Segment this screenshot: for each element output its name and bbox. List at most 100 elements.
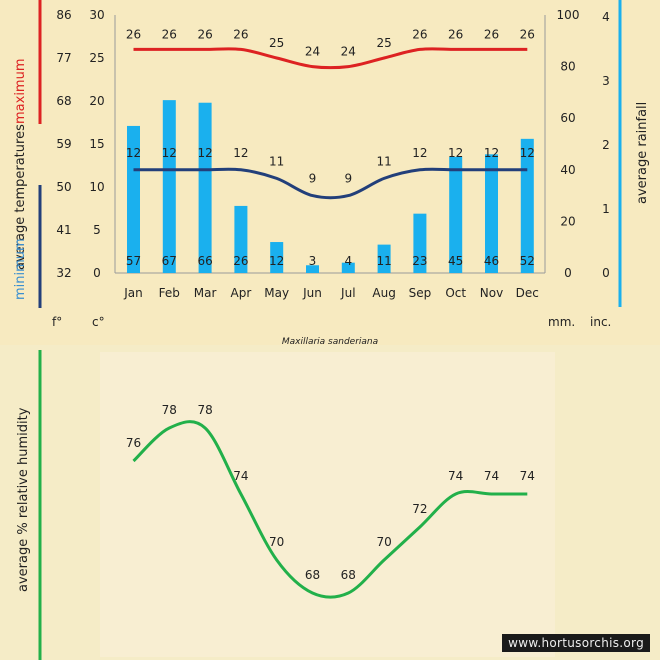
- min-temperature-label: 12: [520, 146, 535, 160]
- min-temperature-label: 12: [484, 146, 499, 160]
- max-temperature-label: 25: [269, 36, 284, 50]
- humidity-line: [132, 420, 528, 599]
- humidity-data-label: 78: [162, 403, 177, 417]
- rainfall-bar: [127, 125, 140, 273]
- month-tick-label: Aug: [372, 286, 395, 300]
- max-temperature-label: 24: [305, 45, 320, 59]
- rainfall-bar: [413, 213, 427, 273]
- celsius-tick-label: 15: [89, 137, 104, 151]
- rainfall-bar: [198, 102, 212, 273]
- min-temperature-label: 12: [197, 146, 212, 160]
- rainfall-bar: [520, 138, 534, 273]
- unit-fahrenheit: f°: [52, 315, 62, 329]
- inch-tick-label: 2: [602, 138, 610, 152]
- rainfall-bar: [341, 262, 355, 273]
- rainfall-data-label: 46: [484, 254, 499, 268]
- rainfall-axis-label: average rainfall: [635, 102, 650, 204]
- month-tick-label: Jul: [340, 286, 355, 300]
- max-axis-label: maximum: [13, 58, 28, 124]
- min-axis-label: minimum: [13, 238, 28, 300]
- fahrenheit-tick-label: 68: [56, 94, 71, 108]
- humidity-data-label: 68: [305, 568, 320, 582]
- fahrenheit-tick-label: 41: [56, 223, 71, 237]
- rainfall-data-label: 66: [197, 254, 212, 268]
- month-tick-label: Jun: [302, 286, 322, 300]
- mm-tick-label: 100: [557, 8, 580, 22]
- max-temperature-label: 25: [376, 36, 391, 50]
- mm-tick-label: 0: [564, 266, 572, 280]
- humidity-data-label: 76: [126, 436, 141, 450]
- month-tick-label: Oct: [445, 286, 466, 300]
- mm-tick-label: 40: [560, 163, 575, 177]
- rainfall-data-label: 4: [344, 254, 352, 268]
- rainfall-data-label: 57: [126, 254, 141, 268]
- rainfall-bar: [485, 154, 498, 273]
- rainfall-bar: [234, 205, 248, 273]
- month-tick-label: Dec: [516, 286, 539, 300]
- inch-tick-label: 3: [602, 74, 610, 88]
- humidity-axis-label: average % relative humidity: [16, 407, 31, 592]
- rainfall-data-label: 11: [376, 254, 391, 268]
- month-tick-label: Apr: [231, 286, 252, 300]
- rainfall-data-label: 3: [309, 254, 317, 268]
- species-caption: Maxillaria sanderiana: [282, 337, 378, 347]
- mm-tick-label: 60: [560, 111, 575, 125]
- max-temperature-label: 26: [197, 27, 212, 41]
- month-tick-label: Nov: [480, 286, 503, 300]
- celsius-tick-label: 10: [89, 180, 104, 194]
- humidity-data-label: 74: [448, 469, 463, 483]
- max-temperature-label: 26: [520, 27, 535, 41]
- rainfall-bar: [377, 244, 391, 273]
- humidity-data-label: 70: [269, 535, 284, 549]
- unit-mm: mm.: [548, 315, 575, 329]
- min-temperature-label: 12: [412, 146, 427, 160]
- humidity-data-label: 74: [520, 469, 535, 483]
- unit-celsius: c°: [92, 315, 105, 329]
- min-temperature-label: 12: [162, 146, 177, 160]
- month-tick-label: Jan: [123, 286, 143, 300]
- rainfall-bar: [270, 242, 284, 273]
- rainfall-bar: [162, 100, 176, 273]
- humidity-chart-background: [100, 352, 555, 657]
- min-temperature-label: 9: [344, 172, 352, 186]
- climate-chart-panel: [0, 0, 660, 345]
- rainfall-data-label: 23: [412, 254, 427, 268]
- mm-tick-label: 20: [560, 214, 575, 228]
- inch-tick-label: 1: [602, 202, 610, 216]
- month-tick-label: May: [264, 286, 289, 300]
- celsius-tick-label: 25: [89, 51, 104, 65]
- month-tick-label: Feb: [159, 286, 180, 300]
- temperature-axis-label: average temperatures: [13, 124, 28, 270]
- site-watermark: www.hortusorchis.org: [502, 634, 650, 652]
- celsius-tick-label: 30: [89, 8, 104, 22]
- max-temperature-label: 26: [484, 27, 499, 41]
- max-temperature-label: 24: [341, 45, 356, 59]
- rainfall-data-label: 26: [233, 254, 248, 268]
- unit-inches: inc.: [590, 315, 611, 329]
- humidity-data-label: 72: [412, 502, 427, 516]
- max-temperature-label: 26: [412, 27, 427, 41]
- min-temperature-label: 11: [269, 154, 284, 168]
- month-tick-label: Sep: [409, 286, 432, 300]
- fahrenheit-tick-label: 32: [56, 266, 71, 280]
- min-temperature-label: 11: [376, 154, 391, 168]
- max-temperature-label: 26: [233, 27, 248, 41]
- fahrenheit-tick-label: 86: [56, 8, 71, 22]
- rainfall-data-label: 45: [448, 254, 463, 268]
- mm-tick-label: 80: [560, 60, 575, 74]
- celsius-tick-label: 5: [93, 223, 101, 237]
- humidity-data-label: 70: [376, 535, 391, 549]
- min-temperature-label: 12: [233, 146, 248, 160]
- month-tick-label: Mar: [194, 286, 217, 300]
- celsius-tick-label: 0: [93, 266, 101, 280]
- inch-tick-label: 4: [602, 10, 610, 24]
- max-temperature-label: 26: [448, 27, 463, 41]
- rainfall-data-label: 67: [162, 254, 177, 268]
- humidity-data-label: 74: [233, 469, 248, 483]
- humidity-data-label: 74: [484, 469, 499, 483]
- max-temperature-label: 26: [126, 27, 141, 41]
- humidity-data-label: 78: [197, 403, 212, 417]
- min-temperature-label: 12: [448, 146, 463, 160]
- fahrenheit-tick-label: 50: [56, 180, 71, 194]
